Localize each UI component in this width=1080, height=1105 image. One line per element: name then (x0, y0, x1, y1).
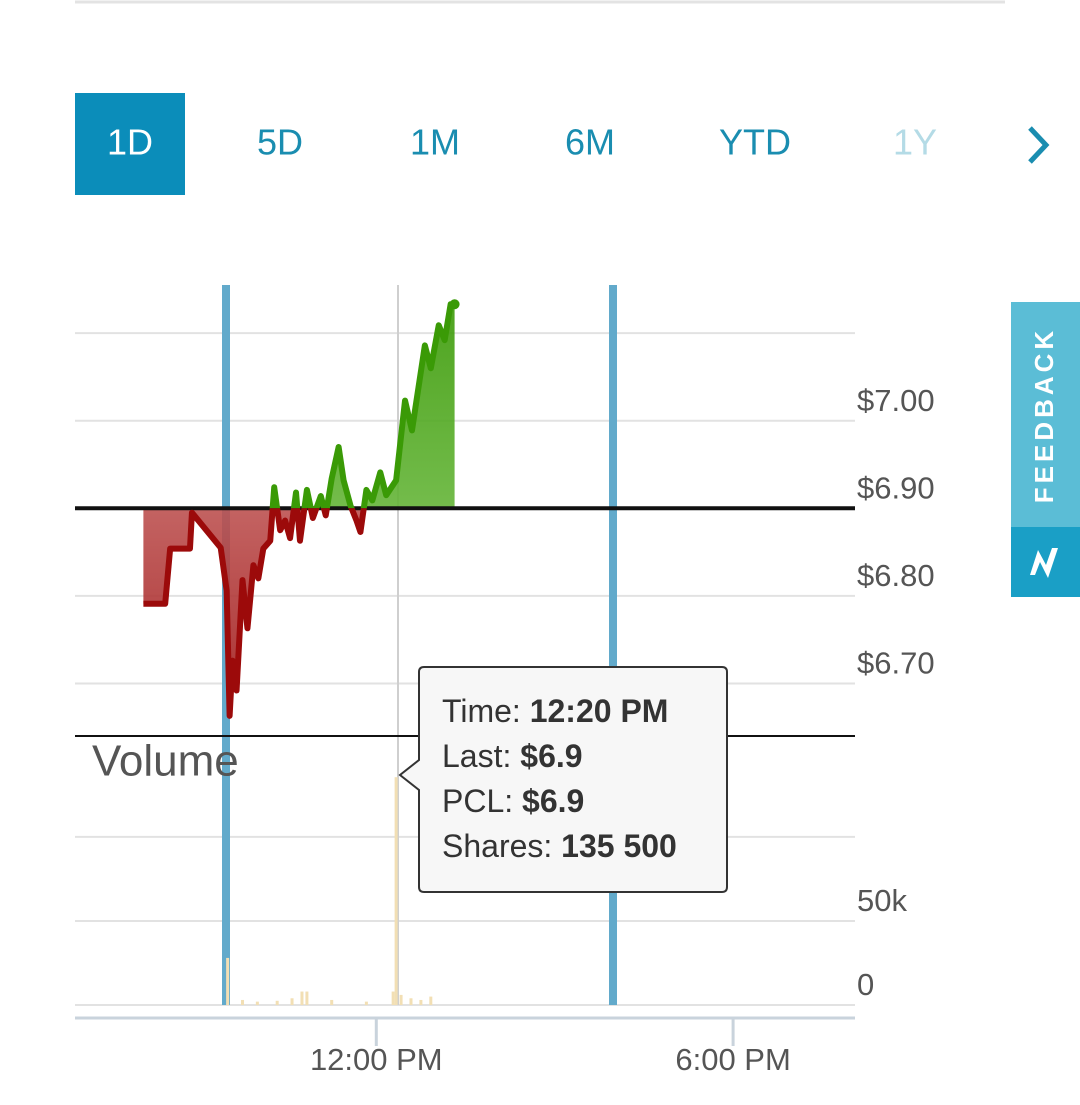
volume-bar (391, 991, 395, 1005)
volume-bar (399, 994, 403, 1005)
tooltip-value: 135 500 (561, 828, 677, 864)
tooltip-value: $6.9 (520, 738, 582, 774)
volume-bar (255, 1001, 259, 1005)
tab[interactable]: 1Y (893, 122, 937, 163)
x-tick-label: 6:00 PM (675, 1042, 790, 1077)
feedback-icon-bg (1011, 527, 1080, 597)
volume-bar (226, 957, 230, 1005)
volume-bar (275, 1000, 279, 1005)
tooltip-label: Shares: (442, 828, 552, 864)
y-tick-label: $7.00 (857, 383, 935, 418)
volume-bar (330, 999, 334, 1005)
volume-bar (394, 777, 398, 1005)
tab-selected-bg (75, 93, 185, 195)
tooltip-row: Last: $6.9 (442, 738, 583, 774)
feedback-label[interactable]: FEEDBACK (1029, 327, 1059, 503)
volume-bar (364, 1001, 368, 1005)
volume-bar (300, 991, 304, 1005)
series (75, 299, 855, 1005)
price-line-up (269, 301, 455, 509)
tooltip-label: Time: (442, 693, 521, 729)
tooltip: Time: 12:20 PM Last: $6.9 PCL: $6.9 Shar… (398, 666, 728, 893)
volume-bar (290, 998, 294, 1005)
tooltip-value: $6.9 (522, 783, 584, 819)
price-area-up (272, 304, 455, 509)
y-tick-label: $6.70 (857, 646, 935, 681)
price-line-down (143, 508, 367, 719)
y-tick-label: 0 (857, 967, 874, 1002)
tab[interactable]: 5D (257, 122, 303, 163)
tooltip-label: PCL: (442, 783, 513, 819)
volume-bar (429, 996, 433, 1005)
price-area-down (143, 508, 455, 716)
next-arrow[interactable] (1028, 126, 1050, 164)
tooltip-label: Last: (442, 738, 511, 774)
tooltip-value: 12:20 PM (530, 693, 669, 729)
volume-title: Volume (92, 737, 239, 786)
feedback-icon (1030, 548, 1058, 578)
plot: $6.70 $6.80 $6.90 $7.00 0 50k 12:00 PM 6:00 PM (75, 332, 935, 1077)
y-tick-label: $6.80 (857, 558, 935, 593)
x-tick-label: 12:00 PM (310, 1042, 443, 1077)
tooltip-box (398, 666, 728, 893)
tooltip-row: PCL: $6.9 (442, 783, 584, 819)
tooltip-row: Shares: 135 500 (442, 828, 677, 864)
tooltip-row: Time: 12:20 PM (442, 693, 668, 729)
volume-bar (240, 999, 244, 1005)
last-point (449, 299, 460, 310)
tab[interactable]: YTD (719, 122, 791, 163)
volume-bar (409, 998, 413, 1005)
y-tick-label: 50k (857, 883, 907, 918)
tab[interactable]: 1M (410, 122, 460, 163)
tab[interactable]: 6M (565, 122, 615, 163)
volume-bar (419, 999, 423, 1005)
tab[interactable]: 1D (107, 122, 153, 163)
feedback-tab[interactable]: FEEDBACK (1011, 302, 1080, 597)
volume-bar (305, 991, 309, 1005)
y-tick-label: $6.90 (857, 470, 935, 505)
